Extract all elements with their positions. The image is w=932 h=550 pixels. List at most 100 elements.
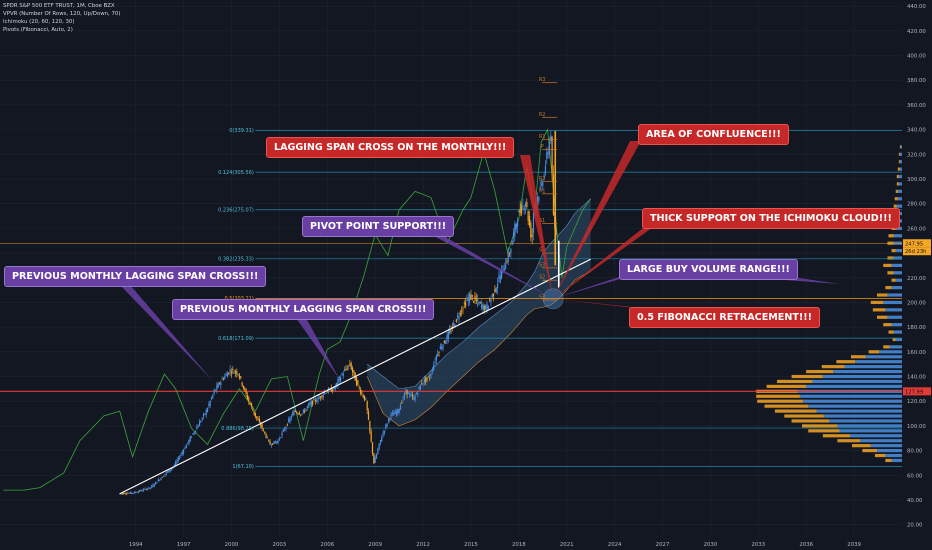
candle-body [546,152,548,159]
indicator-vpvr[interactable]: VPVR (Number Of Rows, 120, Up/Down, 70) [3,11,121,17]
candle-body [266,437,269,439]
candle-body [446,334,448,342]
annotation-fibonacci-half[interactable]: 0.5 FIBONACCI RETRACEMENT!!! [629,307,821,328]
candle-body [366,401,368,411]
candle-body [128,492,130,494]
volume-bar-up [808,404,902,408]
candle-body [242,385,245,389]
candle-body [184,448,186,450]
price-tag-text: 26d 23h [905,249,926,255]
candle-body [514,224,516,236]
candle-body [273,440,275,444]
candle-body [508,254,511,255]
candle-body [201,417,203,420]
candle-body [507,252,509,262]
candle-body [341,373,343,375]
volume-bar-up [898,182,902,186]
candle-body [478,302,480,305]
candle-body [294,411,296,413]
x-axis[interactable]: 1994 1997 2000 2003 2006 2009 2012 2015 2018 2021… [129,542,862,548]
candle-body [530,222,532,238]
candle-body [447,331,449,339]
y-tick-label: 400.00 [907,54,926,60]
annotation-pivot-point-support[interactable]: PIVOT POINT SUPPORT!!! [302,216,455,237]
candle-body [358,387,360,389]
candle-body [202,413,205,417]
y-axis[interactable]: 20.00 40.00 60.00 80.00 100.00 120.00 140.00 16… [902,0,932,550]
annotation-previous-lagging-cross-2[interactable]: PREVIOUS MONTHLY LAGGING SPAN CROSS!!! [172,299,435,320]
candle-body [461,310,463,312]
candle-body [506,261,508,263]
volume-bar-up [870,444,902,448]
candle-body [320,396,322,398]
price-tag [903,247,931,256]
candle-body [335,382,338,385]
candle-body [194,430,197,433]
candle-body [167,471,169,473]
annotation-large-buy-volume[interactable]: LARGE BUY VOLUME RANGE!!! [619,259,798,280]
candle-body [210,397,213,400]
y-tick-label: 120.00 [907,399,926,405]
candle-body [165,472,167,475]
candle-body [182,449,185,454]
candle-body [285,426,287,429]
y-tick-label: 340.00 [907,128,926,134]
candle-body [148,487,150,489]
candle-body [463,303,465,304]
volume-bar-down [808,429,840,433]
volume-bar-down [892,337,896,342]
annotation-previous-lagging-cross-1[interactable]: PREVIOUS MONTHLY LAGGING SPAN CROSS!!! [4,266,267,287]
candle-body [370,431,372,442]
volume-bar-down [756,394,800,398]
volume-bar-down [822,434,850,438]
candle-body [426,377,428,379]
candle-body [552,174,555,215]
annotation-thick-support-cloud[interactable]: THICK SUPPORT ON THE ICHIMOKU CLOUD!!! [642,208,900,229]
candle-body [373,453,375,464]
candle-body [268,439,270,441]
candle-body [124,493,126,494]
candle-body [313,399,315,400]
candle-body [213,390,215,394]
candle-body [196,426,198,430]
candle-body [491,294,493,298]
pointer-thick-support [553,225,656,299]
candle-body [347,365,350,367]
candle-body [254,412,257,417]
candle-body [253,410,255,415]
candle-body [365,399,367,400]
candle-body [375,453,378,459]
candle-body [245,389,247,395]
y-tick-label: 420.00 [907,29,926,35]
volume-bar-down [895,189,898,193]
candle-body [159,479,161,481]
candle-body [232,368,234,370]
candle-body [423,379,425,383]
candle-body [504,264,507,270]
volume-bar-down [887,256,894,260]
candle-body [547,152,549,155]
x-tick-label: 2006 [320,542,334,548]
pointer-lagging-monthly [520,155,554,299]
volume-bar-down [896,182,899,186]
candle-body [353,370,355,373]
y-tick-label: 260.00 [907,226,926,232]
candle-body [228,372,230,374]
candle-body [511,241,513,245]
annotation-lagging-span-monthly[interactable]: LAGGING SPAN CROSS ON THE MONTHLY!!! [266,137,515,158]
volume-bar-down [852,444,871,448]
annotation-area-of-confluence[interactable]: AREA OF CONFLUENCE!!! [638,124,789,145]
volume-bar-up [822,374,902,379]
trendline[interactable] [119,258,591,495]
indicator-ichimoku[interactable]: Ichimoku (20, 60, 120, 30) [3,19,75,25]
candle-body [474,295,476,300]
pivot-label: S3 [539,262,545,268]
candle-body [240,376,242,378]
candle-body [401,402,403,404]
volume-bar-down [777,379,813,384]
candle-body [515,223,517,230]
volume-bar-down [791,374,823,379]
candle-body [379,439,382,444]
indicator-pivots[interactable]: Pivots (Fibonacci, Auto, 2) [3,27,73,33]
y-tick-label: 100.00 [907,424,926,430]
